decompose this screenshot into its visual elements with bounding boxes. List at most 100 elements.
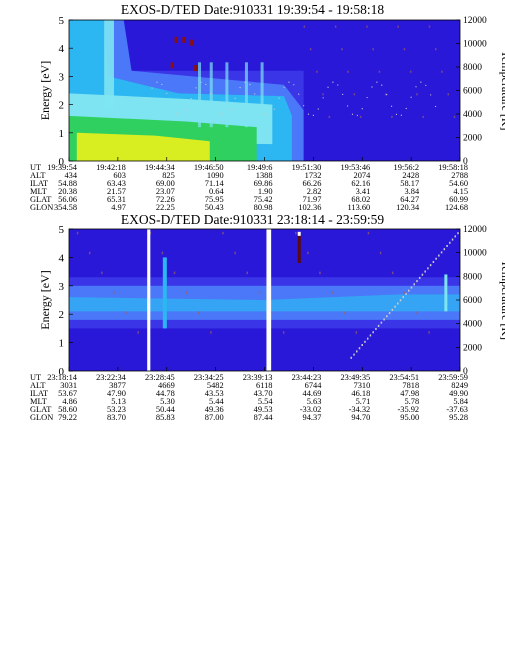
plot-area — [69, 229, 460, 371]
table-cell: 4.97 — [111, 203, 126, 212]
temp-point-36 — [322, 97, 324, 99]
noise-27 — [404, 291, 406, 294]
table-cell: 1388 — [255, 171, 273, 180]
temp-point-10 — [195, 87, 197, 89]
temp-point-42 — [351, 113, 354, 115]
dark-spot-0 — [174, 36, 178, 43]
temp-rise-30 — [432, 260, 435, 263]
temp-point-55 — [415, 86, 417, 88]
table-cell: 19:44:34 — [144, 163, 175, 172]
temp-point-31 — [298, 93, 300, 95]
temp-point-11 — [200, 81, 202, 83]
table-cell: 120.34 — [396, 203, 420, 212]
temp-rise-39 — [457, 232, 459, 235]
chart-title-2: EXOS-D/TED Date:910331 23:18:14 - 23:59:… — [120, 212, 385, 227]
noise-3 — [322, 93, 324, 96]
chart-title-1: EXOS-D/TED Date:910331 19:39:54 - 19:58:… — [120, 2, 385, 17]
table-cell: 44.78 — [155, 389, 175, 398]
temp-rise-31 — [435, 257, 437, 260]
y-tick-label: 1 — [59, 338, 65, 350]
temp-rise-0 — [350, 356, 353, 359]
temp-point-9 — [190, 98, 192, 100]
y-tick-label: 4 — [59, 252, 65, 264]
temp-point-32 — [303, 105, 305, 107]
temp-rise-23 — [413, 283, 415, 286]
dark-spot-1 — [182, 36, 186, 43]
table-cell: 60.99 — [449, 195, 468, 204]
table-cell: 19:39:54 — [47, 163, 77, 172]
table-cell: 4.15 — [453, 187, 468, 196]
table-cell: 5.84 — [453, 397, 468, 406]
temp-point-6 — [175, 113, 178, 115]
noise-0 — [303, 25, 306, 28]
y2-tick-label: 12000 — [463, 225, 487, 235]
table-cell: 6744 — [304, 381, 322, 390]
y-axis-label: Energy [eV] — [38, 61, 52, 120]
noise-29 — [428, 331, 430, 334]
table-cell: -37.63 — [446, 405, 468, 414]
temp-point-57 — [425, 84, 427, 86]
table-cell: 87.44 — [253, 413, 273, 422]
table-cell: 6118 — [256, 381, 273, 390]
table-cell: 3.41 — [355, 187, 371, 196]
temp-rise-20 — [405, 292, 407, 295]
spike-4 — [260, 62, 264, 128]
temp-point-50 — [390, 105, 393, 107]
temp-rise-16 — [394, 305, 396, 308]
noise-12 — [222, 231, 224, 235]
noise-21 — [434, 48, 437, 51]
noise-15 — [397, 25, 399, 28]
y-axis-left: 0 1 2 3 4 5 — [59, 224, 73, 378]
spectrogram-1: 0 1 2 3 4 5 Energy [eV] 0 2000 4000 6000 8000 10000 1… — [38, 15, 505, 168]
table-cell: 83.70 — [107, 413, 126, 422]
table-cell: 19:56:2 — [393, 163, 420, 172]
table-cell: 23:22:34 — [96, 373, 126, 382]
temp-point-27 — [278, 97, 280, 99]
table-cell: 58.60 — [58, 405, 77, 414]
table-cell: 47.90 — [107, 389, 126, 398]
noise-16 — [403, 48, 406, 51]
noise-5 — [137, 331, 139, 334]
y2-axis-label: Temperature [K] — [499, 50, 505, 130]
table-cell: 53.23 — [107, 405, 126, 414]
orbit-table-2: UT 23:18:14 23:22:34 23:28:45 23:34:25 23:39:… — [30, 373, 500, 424]
table-cell: 65.31 — [107, 195, 126, 204]
y2-tick-label: 4000 — [463, 110, 482, 120]
temp-point-17 — [229, 108, 231, 111]
table-cell: 19:51:30 — [291, 163, 322, 172]
temp-point-16 — [224, 114, 226, 117]
temp-rise-32 — [438, 254, 440, 257]
temp-point-54 — [410, 96, 412, 98]
table-cell: 4669 — [158, 381, 175, 390]
table-cell: 4.86 — [62, 397, 77, 406]
temp-rise-9 — [375, 328, 377, 331]
table-cell: 0.64 — [208, 187, 224, 196]
table-cell: 19:58:18 — [438, 163, 468, 172]
y-axis-left: 0 1 2 3 4 5 — [59, 15, 73, 168]
noise-11 — [210, 331, 212, 334]
spectrogram-2: 0 1 2 3 4 5 Energy [eV] 0 2000 4000 6000 8000 10000 1… — [38, 224, 505, 378]
temp-point-58 — [430, 94, 432, 96]
y-tick-label: 0 — [59, 156, 65, 168]
temp-rise-15 — [391, 308, 394, 311]
table-cell: 23.07 — [155, 187, 175, 196]
temp-rise-4 — [361, 344, 363, 347]
row-label: ILAT — [30, 389, 49, 398]
spike-3 — [244, 62, 248, 128]
temp-rise-14 — [388, 312, 391, 315]
y2-tick-label: 10000 — [463, 249, 487, 259]
noise-4 — [328, 115, 331, 118]
row-label: GLON — [30, 413, 54, 422]
table-cell: 23:44:23 — [291, 373, 322, 382]
temp-rise-2 — [355, 350, 358, 353]
table-cell: 95.00 — [400, 413, 420, 422]
noise-6 — [341, 48, 343, 51]
noise-5 — [334, 25, 337, 28]
table-cell: 19:46:50 — [193, 163, 224, 172]
noise-15 — [258, 291, 261, 294]
table-cell: 23:28:45 — [144, 373, 175, 382]
temp-point-26 — [273, 108, 275, 110]
orbit-table-1: UT 19:39:54 19:42:18 19:44:34 19:46:50 19:49:… — [30, 163, 500, 214]
table-cell: 50.43 — [204, 203, 224, 212]
table-cell: 2074 — [353, 171, 371, 180]
